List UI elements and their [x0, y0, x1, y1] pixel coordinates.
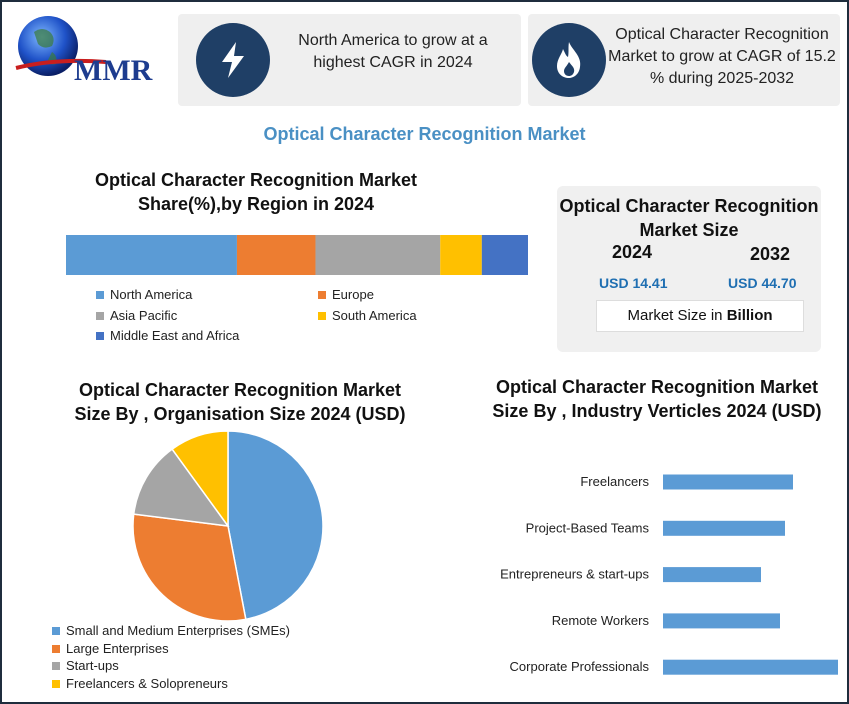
pie-slice-2	[132, 513, 247, 622]
market-size-box: Optical Character Recognition Market Siz…	[557, 186, 821, 352]
mmr-logo: MMR	[12, 12, 152, 92]
legend-swatch	[318, 311, 326, 320]
banner-text: Optical Character Recognition Market to …	[608, 26, 836, 87]
legend-swatch	[96, 290, 104, 299]
region-chart-title: Optical Character Recognition Market Sha…	[94, 170, 418, 214]
legend-label: North America	[110, 287, 193, 302]
industry-bar	[663, 520, 785, 536]
industry-bar	[663, 613, 780, 629]
industry-bar-label: Project-Based Teams	[526, 520, 650, 535]
pie-slice-4	[171, 430, 229, 529]
legend-swatch	[96, 311, 104, 320]
industry-bar	[663, 659, 838, 675]
industry-bar-label: Entrepreneurs & start-ups	[500, 567, 649, 582]
region-segment-asia-pacific	[315, 235, 441, 275]
legend-item: Europe	[318, 287, 374, 302]
region-segment-north-america	[66, 235, 237, 275]
lightning-icon	[196, 23, 270, 97]
legend-item: Large Enterprises	[52, 641, 169, 656]
legend-label: Asia Pacific	[110, 308, 178, 323]
value-2032: USD 44.70	[728, 275, 797, 291]
legend-swatch	[318, 290, 326, 299]
industry-chart-title: Optical Character Recognition Market Siz…	[492, 377, 822, 421]
flame-icon	[532, 23, 606, 97]
legend-label: Small and Medium Enterprises (SMEs)	[66, 623, 290, 638]
main-title: Optical Character Recognition Market	[263, 124, 586, 144]
region-segment-middle-east-and-africa	[481, 235, 528, 275]
legend-item: Freelancers & Solopreneurs	[52, 676, 228, 691]
industry-bar-label: Corporate Professionals	[510, 659, 650, 674]
region-segment-south-america	[440, 235, 482, 275]
legend-label: Freelancers & Solopreneurs	[66, 676, 228, 691]
legend-item: Middle East and Africa	[96, 328, 239, 343]
legend-item: Start-ups	[52, 658, 119, 673]
market-size-title: Optical Character Recognition Market Siz…	[559, 196, 819, 240]
legend-swatch	[52, 679, 60, 688]
unit-label: Market Size in Billion	[596, 300, 804, 332]
industry-bar-label: Freelancers	[580, 474, 649, 489]
region-stacked-bar	[66, 235, 528, 275]
unit-prefix: Market Size in	[627, 307, 727, 324]
legend-swatch	[52, 626, 60, 635]
banner-text: North America to grow at a highest CAGR …	[298, 32, 488, 71]
globe-icon	[15, 16, 107, 76]
legend-label: South America	[332, 308, 417, 323]
banner-growth-region: North America to grow at a highest CAGR …	[178, 14, 521, 106]
industry-bar-chart: Freelancers Project-Based Teams Entreprene…	[500, 474, 838, 675]
legend-label: Start-ups	[66, 658, 119, 673]
legend-swatch	[52, 661, 60, 670]
industry-bar	[663, 567, 761, 583]
industry-bar	[663, 474, 793, 490]
legend-label: Middle East and Africa	[110, 328, 240, 343]
legend-swatch	[96, 331, 104, 340]
region-segment-europe	[236, 235, 316, 275]
organisation-chart-title: Optical Character Recognition Market Siz…	[74, 380, 406, 424]
legend-item: South America	[318, 308, 417, 323]
legend-swatch	[52, 644, 60, 653]
year-2024: 2024	[612, 242, 653, 262]
value-2024: USD 14.41	[599, 275, 668, 291]
logo-text: MMR	[74, 54, 153, 87]
organisation-pie-chart	[132, 430, 324, 622]
legend-item: Small and Medium Enterprises (SMEs)	[52, 623, 290, 638]
legend-item: North America	[96, 287, 192, 302]
year-2032: 2032	[750, 244, 791, 264]
pie-slice-3	[132, 448, 230, 527]
unit-bold: Billion	[726, 307, 773, 324]
banner-cagr: Optical Character Recognition Market to …	[528, 14, 840, 106]
industry-bar-label: Remote Workers	[552, 613, 650, 628]
legend-label: Large Enterprises	[66, 641, 169, 656]
legend-item: Asia Pacific	[96, 308, 177, 323]
legend-label: Europe	[332, 287, 374, 302]
pie-slice-1	[227, 430, 324, 621]
